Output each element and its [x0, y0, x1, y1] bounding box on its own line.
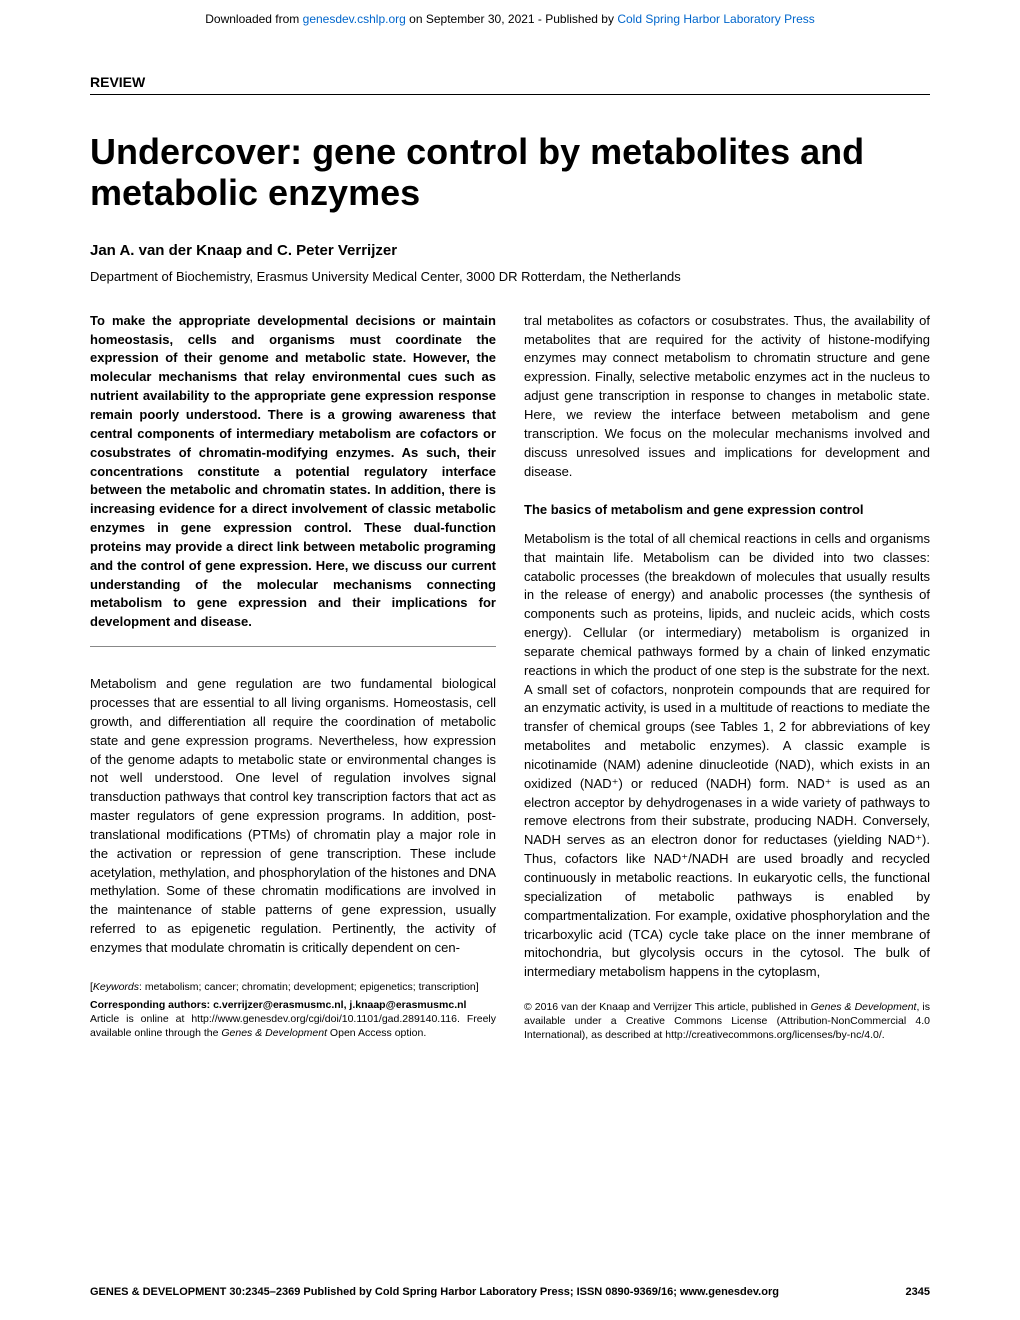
- two-column-layout: To make the appropriate developmental de…: [90, 312, 930, 1043]
- copyright-line1: © 2016 van der Knaap and Verrijzer This …: [524, 1001, 811, 1013]
- col2-body-paragraph: Metabolism is the total of all chemical …: [524, 530, 930, 982]
- download-middle: on September 30, 2021 - Published by: [406, 12, 617, 26]
- divider-top: [90, 94, 930, 95]
- section-heading: The basics of metabolism and gene expres…: [524, 501, 930, 519]
- footer-page-number: 2345: [906, 1286, 930, 1298]
- footer-citation: GENES & DEVELOPMENT 30:2345–2369 Publish…: [90, 1286, 779, 1298]
- open-access-suffix: Open Access option.: [327, 1027, 426, 1039]
- left-column: To make the appropriate developmental de…: [90, 312, 496, 1043]
- affiliation: Department of Biochemistry, Erasmus Univ…: [90, 269, 930, 284]
- corresponding-block: Corresponding authors: c.verrijzer@erasm…: [90, 998, 496, 1041]
- download-link-1[interactable]: genesdev.cshlp.org: [303, 12, 406, 26]
- journal-name-2: Genes & Development: [811, 1001, 917, 1013]
- abstract-text: To make the appropriate developmental de…: [90, 312, 496, 632]
- keywords-block: [Keywords: metabolism; cancer; chromatin…: [90, 980, 496, 994]
- intro-paragraph: Metabolism and gene regulation are two f…: [90, 675, 496, 958]
- keywords-label: Keywords: [93, 981, 139, 993]
- col2-top-paragraph: tral metabolites as cofactors or cosubst…: [524, 312, 930, 482]
- page-content: REVIEW Undercover: gene control by metab…: [0, 34, 1020, 1063]
- article-title: Undercover: gene control by metabolites …: [90, 131, 930, 214]
- journal-name-1: Genes & Development: [221, 1027, 327, 1039]
- download-bar: Downloaded from genesdev.cshlp.org on Se…: [0, 0, 1020, 34]
- review-label: REVIEW: [90, 74, 930, 90]
- abstract-divider: [90, 646, 496, 647]
- authors: Jan A. van der Knaap and C. Peter Verrij…: [90, 242, 930, 259]
- copyright-block: © 2016 van der Knaap and Verrijzer This …: [524, 1000, 930, 1043]
- corresponding-emails: c.verrijzer@erasmusmc.nl, j.knaap@erasmu…: [213, 999, 466, 1011]
- download-link-2[interactable]: Cold Spring Harbor Laboratory Press: [617, 12, 814, 26]
- page-footer: GENES & DEVELOPMENT 30:2345–2369 Publish…: [90, 1286, 930, 1298]
- corresponding-label: Corresponding authors:: [90, 999, 213, 1011]
- keywords-text: : metabolism; cancer; chromatin; develop…: [139, 981, 479, 993]
- right-column: tral metabolites as cofactors or cosubst…: [524, 312, 930, 1043]
- download-prefix: Downloaded from: [205, 12, 302, 26]
